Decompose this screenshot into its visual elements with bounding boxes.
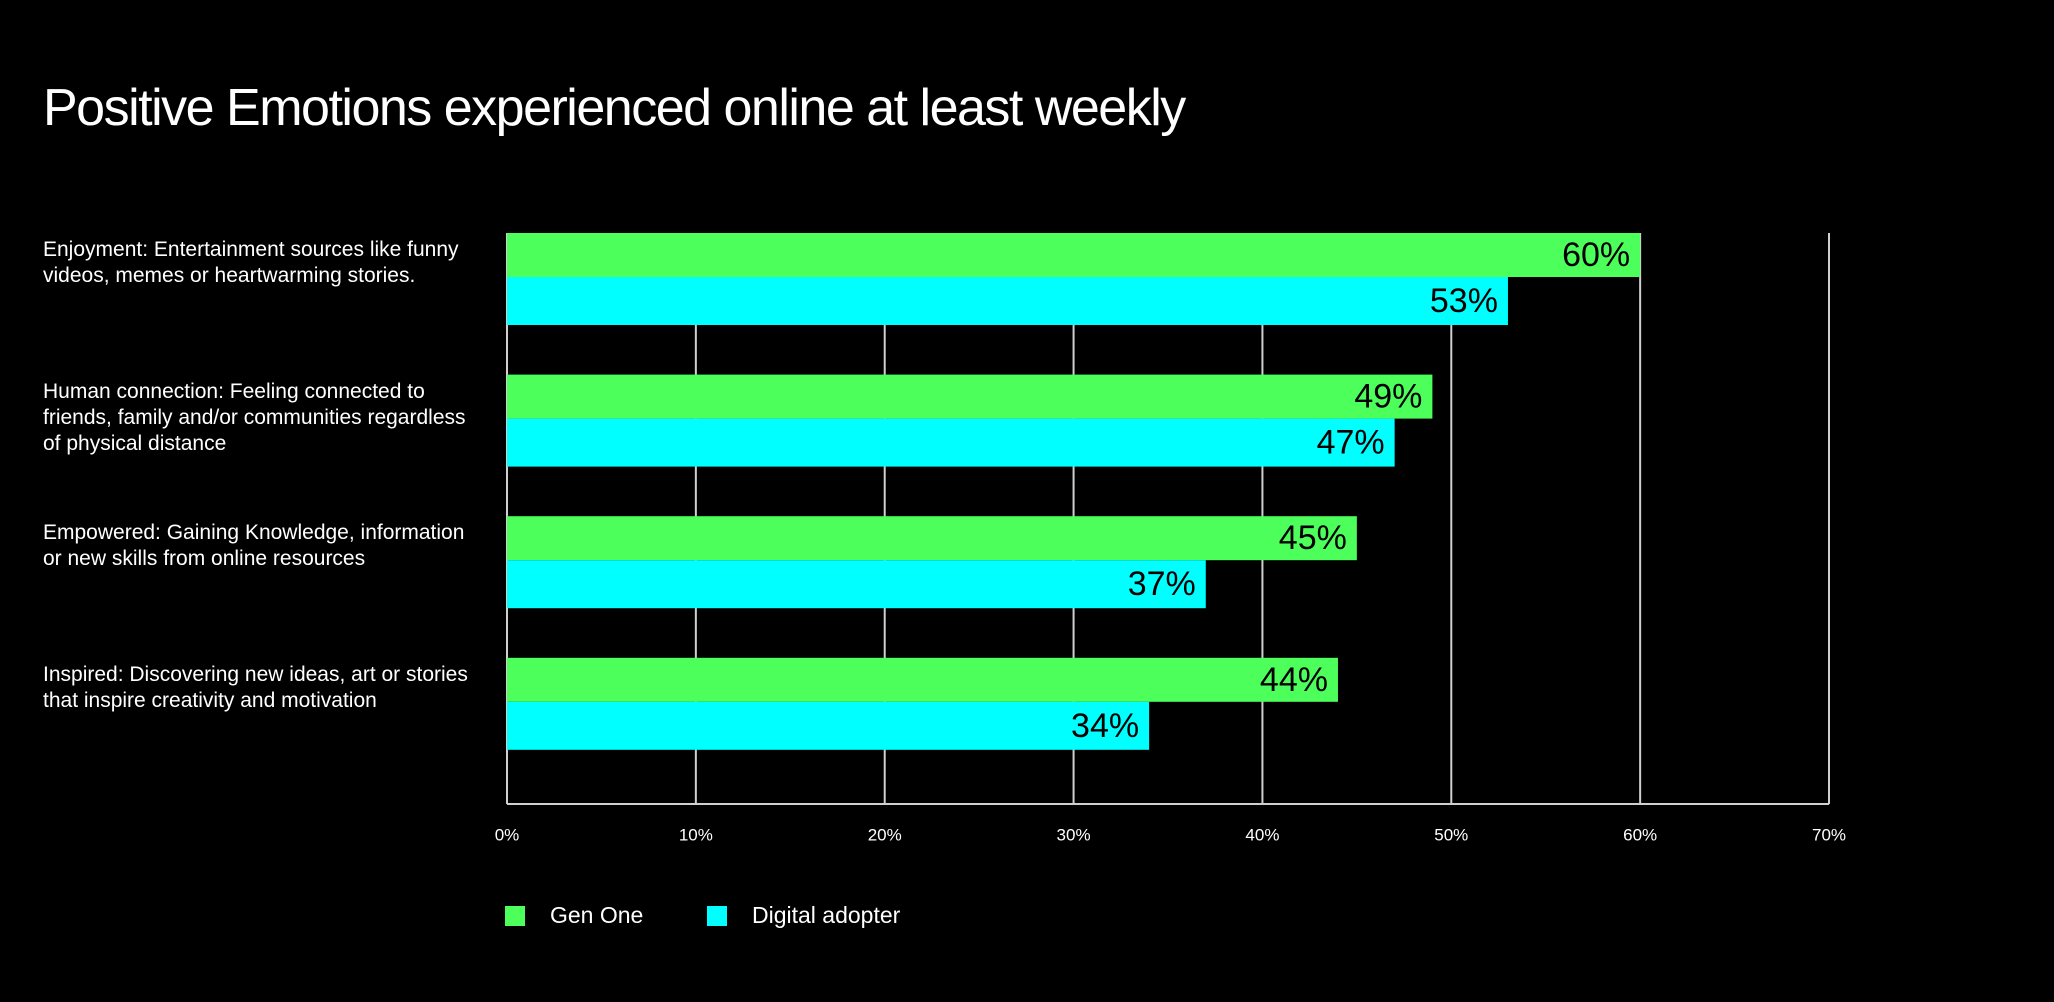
bar [507,516,1357,561]
bar [507,657,1338,702]
value-label: 49% [1354,378,1422,416]
category-label: Human connection: Feeling connected to f… [43,379,466,455]
legend-label: Digital adopter [752,902,901,928]
value-label: 44% [1260,661,1328,699]
legend-swatch [505,906,525,926]
bar [507,233,1641,277]
x-tick-label: 70% [1812,825,1846,844]
bar [507,277,1508,325]
legend-swatch [707,906,727,926]
value-label: 45% [1279,519,1347,557]
category-label: Empowered: Gaining Knowledge, informatio… [43,521,465,571]
x-tick-label: 20% [868,825,902,844]
bar [507,418,1395,467]
value-label: 53% [1430,282,1498,320]
value-label: 37% [1128,565,1196,603]
category-label: Enjoyment: Entertainment sources like fu… [43,238,459,287]
value-label: 34% [1071,707,1139,745]
legend-label: Gen One [550,902,643,928]
value-label: 60% [1562,236,1630,274]
x-tick-label: 30% [1057,825,1091,844]
x-tick-label: 40% [1245,825,1279,844]
category-label: Inspired: Discovering new ideas, art or … [43,662,468,712]
x-tick-label: 50% [1434,825,1468,844]
chart-title: Positive Emotions experienced online at … [43,79,1186,137]
bar [507,560,1206,609]
bar [507,701,1150,750]
x-tick-label: 10% [679,825,713,844]
bar [507,374,1433,419]
x-tick-label: 0% [495,825,520,844]
x-tick-label: 60% [1623,825,1657,844]
value-label: 47% [1317,424,1385,462]
